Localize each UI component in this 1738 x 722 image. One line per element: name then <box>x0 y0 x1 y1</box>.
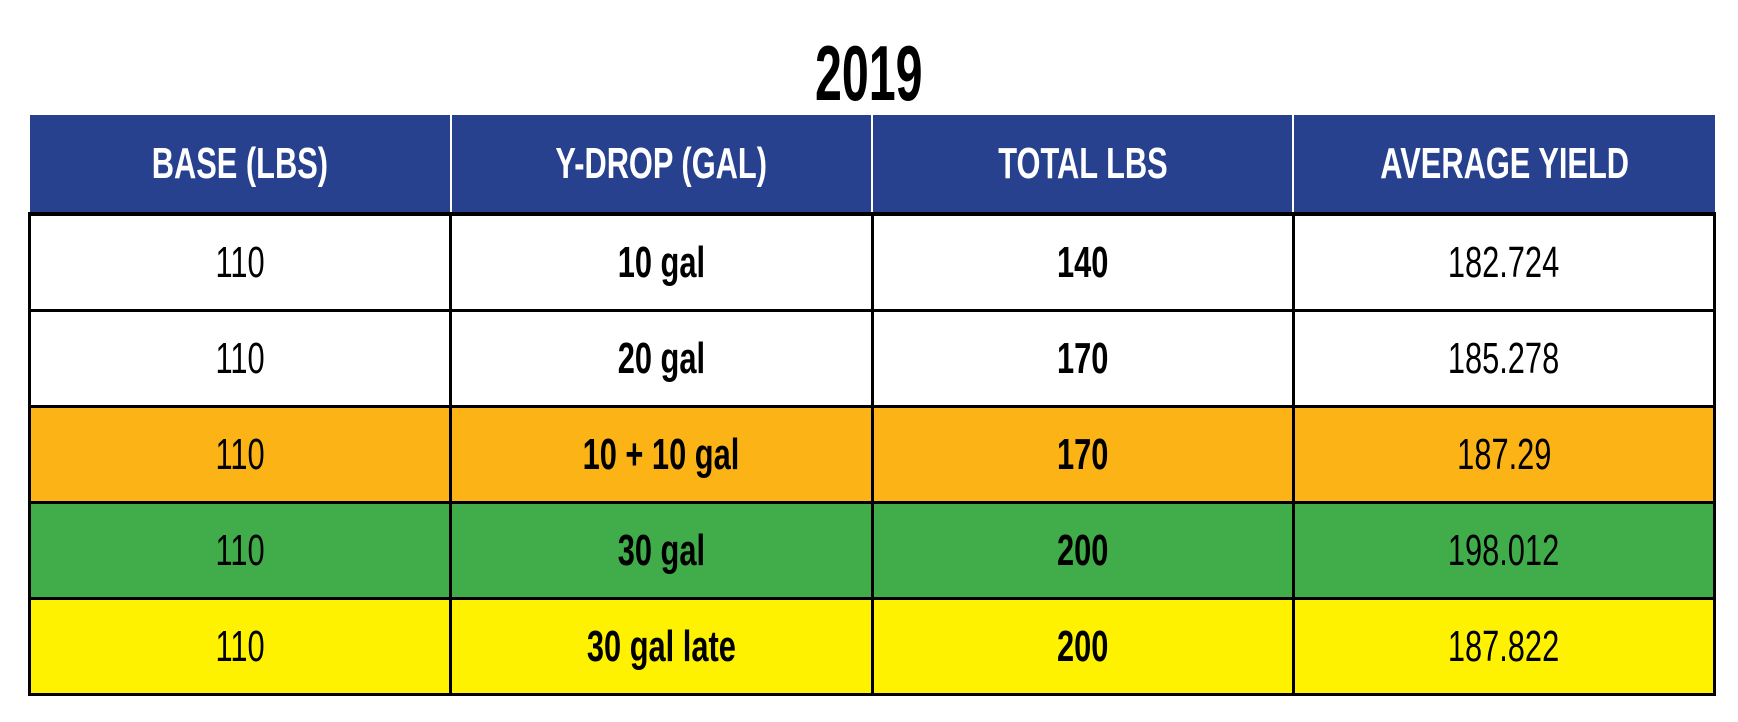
cell-yield: 182.724 <box>1291 212 1717 312</box>
cell-ydrop: 10 gal <box>449 212 874 312</box>
table-row: 110 10 + 10 gal 170 187.29 <box>27 405 1717 504</box>
cell-yield: 187.822 <box>1291 597 1717 696</box>
cell-total: 170 <box>870 405 1295 504</box>
cell-base: 110 <box>27 405 453 504</box>
cell-ydrop: 10 + 10 gal <box>449 405 874 504</box>
cell-total: 170 <box>870 309 1295 408</box>
cell-total: 140 <box>870 212 1295 312</box>
yield-table: BASE (LBS) Y-DROP (GAL) TOTAL LBS AVERAG… <box>27 115 1717 696</box>
cell-total: 200 <box>870 597 1295 696</box>
cell-ydrop: 20 gal <box>449 309 874 408</box>
cell-yield: 198.012 <box>1291 501 1717 600</box>
table-row: 110 30 gal 200 198.012 <box>27 501 1717 600</box>
cell-ydrop: 30 gal late <box>449 597 874 696</box>
column-header-ydrop: Y-DROP (GAL) <box>449 115 872 216</box>
cell-base: 110 <box>27 597 453 696</box>
cell-base: 110 <box>27 212 453 312</box>
column-header-total: TOTAL LBS <box>870 115 1294 216</box>
cell-total: 200 <box>870 501 1295 600</box>
header-row: BASE (LBS) Y-DROP (GAL) TOTAL LBS AVERAG… <box>29 115 1715 216</box>
cell-base: 110 <box>27 309 453 408</box>
cell-base: 110 <box>27 501 453 600</box>
cell-yield: 187.29 <box>1291 405 1717 504</box>
table-row: 110 20 gal 170 185.278 <box>27 309 1717 408</box>
cell-yield: 185.278 <box>1291 309 1717 408</box>
cell-ydrop: 30 gal <box>449 501 874 600</box>
table-title: 2019 <box>815 29 923 117</box>
table-row: 110 30 gal late 200 187.822 <box>27 597 1717 696</box>
column-header-base: BASE (LBS) <box>29 115 451 216</box>
column-header-yield: AVERAGE YIELD <box>1292 115 1715 216</box>
table-row: 110 10 gal 140 182.724 <box>27 212 1717 312</box>
